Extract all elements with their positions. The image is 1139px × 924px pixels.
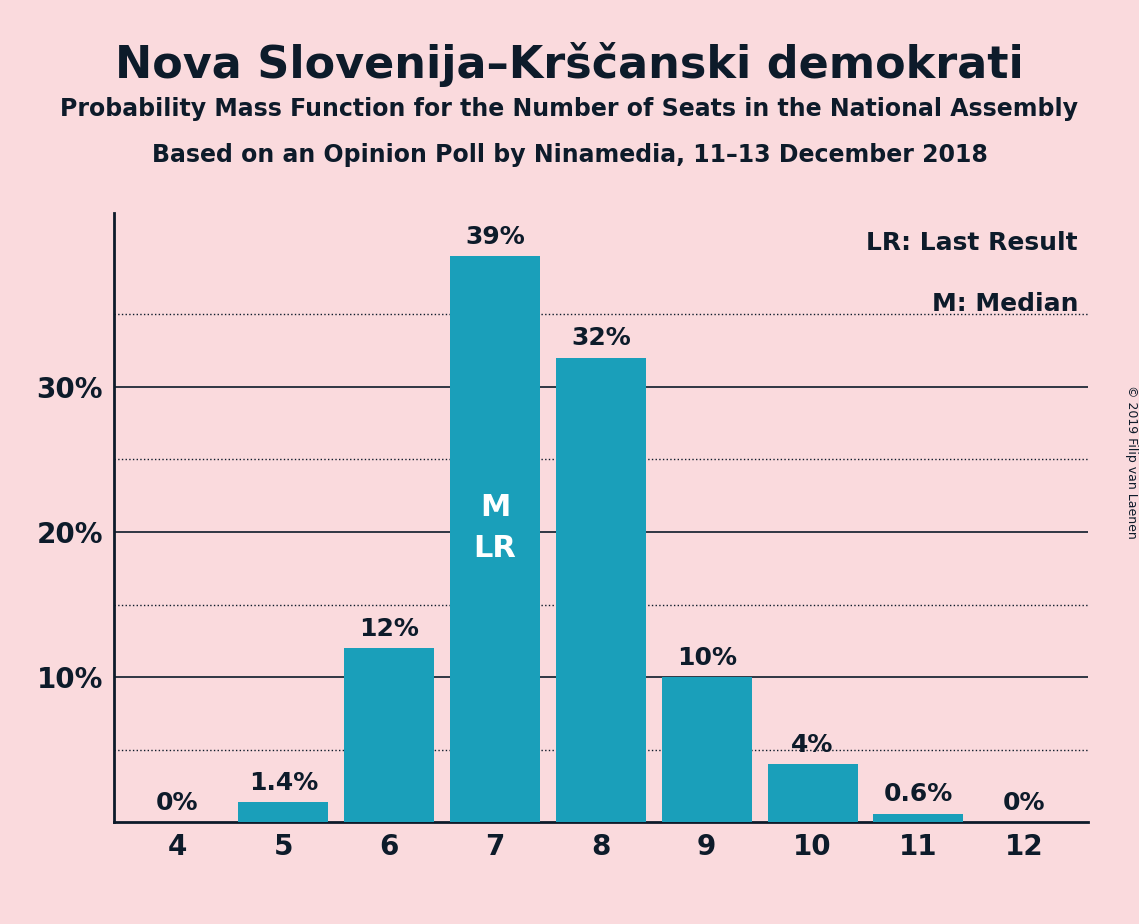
Bar — [768, 764, 858, 822]
Bar — [874, 814, 964, 822]
Text: 10%: 10% — [677, 646, 737, 670]
Text: 0.6%: 0.6% — [884, 783, 953, 807]
Bar — [556, 358, 646, 822]
Text: M
LR: M LR — [474, 493, 516, 563]
Bar — [238, 802, 328, 822]
Text: 39%: 39% — [465, 225, 525, 249]
Text: Based on an Opinion Poll by Ninamedia, 11–13 December 2018: Based on an Opinion Poll by Ninamedia, 1… — [151, 143, 988, 167]
Bar — [344, 648, 434, 822]
Text: Nova Slovenija–Krščanski demokrati: Nova Slovenija–Krščanski demokrati — [115, 42, 1024, 87]
Text: 32%: 32% — [571, 326, 631, 350]
Text: 0%: 0% — [1003, 791, 1046, 815]
Bar — [450, 256, 540, 822]
Text: Probability Mass Function for the Number of Seats in the National Assembly: Probability Mass Function for the Number… — [60, 97, 1079, 121]
Text: © 2019 Filip van Laenen: © 2019 Filip van Laenen — [1124, 385, 1138, 539]
Text: 12%: 12% — [359, 617, 419, 641]
Text: 4%: 4% — [792, 733, 834, 757]
Text: LR: Last Result: LR: Last Result — [867, 231, 1077, 255]
Text: 0%: 0% — [156, 791, 198, 815]
Text: 1.4%: 1.4% — [248, 771, 318, 795]
Text: M: Median: M: Median — [932, 292, 1077, 316]
Bar — [662, 677, 752, 822]
